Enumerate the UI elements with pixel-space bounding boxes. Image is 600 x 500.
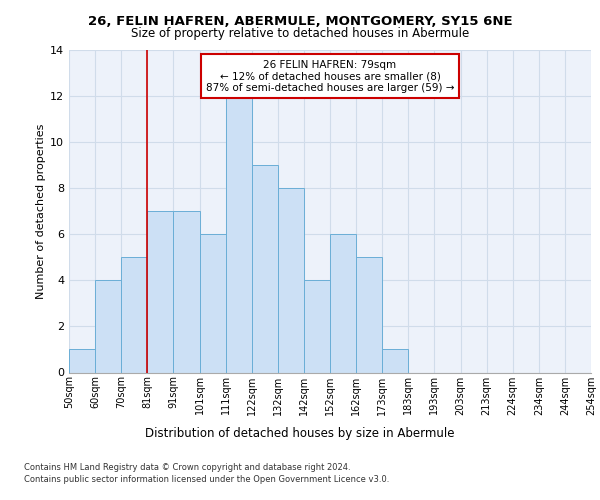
Bar [95,280,121,372]
Text: 26 FELIN HAFREN: 79sqm
← 12% of detached houses are smaller (8)
87% of semi-deta: 26 FELIN HAFREN: 79sqm ← 12% of detached… [206,60,454,93]
Bar [356,258,382,372]
Bar [382,350,409,372]
Bar [199,234,226,372]
Bar [278,188,304,372]
Bar [121,258,148,372]
Bar [226,96,252,372]
Bar [252,165,278,372]
Bar [173,211,199,372]
Text: Contains public sector information licensed under the Open Government Licence v3: Contains public sector information licen… [24,475,389,484]
Text: Size of property relative to detached houses in Abermule: Size of property relative to detached ho… [131,28,469,40]
Bar [330,234,356,372]
Bar [304,280,330,372]
Text: Contains HM Land Registry data © Crown copyright and database right 2024.: Contains HM Land Registry data © Crown c… [24,462,350,471]
Text: 26, FELIN HAFREN, ABERMULE, MONTGOMERY, SY15 6NE: 26, FELIN HAFREN, ABERMULE, MONTGOMERY, … [88,15,512,28]
Y-axis label: Number of detached properties: Number of detached properties [36,124,46,299]
Bar [148,211,173,372]
Bar [69,350,95,372]
Text: Distribution of detached houses by size in Abermule: Distribution of detached houses by size … [145,428,455,440]
